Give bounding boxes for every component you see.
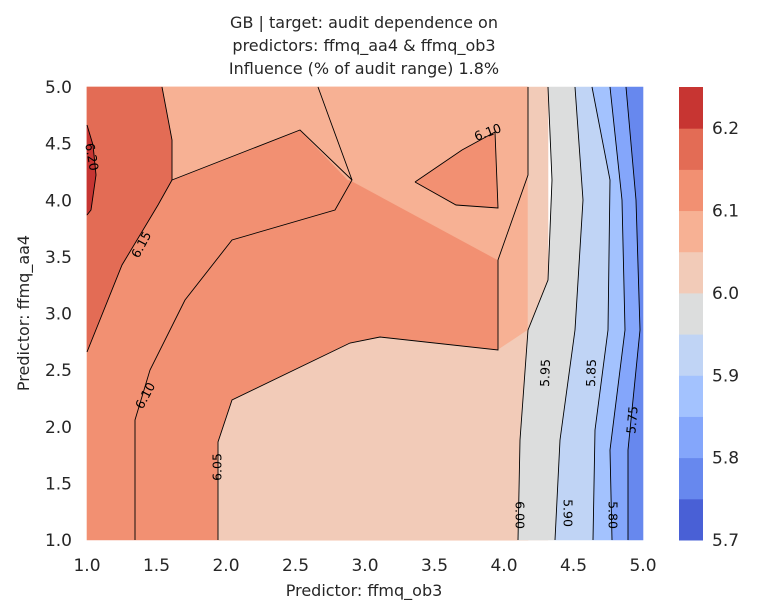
y-axis-ticks: 1.0 1.5 2.0 2.5 3.0 3.5 4.0 4.5 5.0 (45, 78, 72, 551)
contour-line-6.00 (517, 86, 553, 541)
colorbar-band (679, 416, 703, 459)
colorbar-band (679, 87, 703, 129)
colorbar (679, 87, 703, 541)
y-tick-label: 5.0 (45, 78, 72, 98)
x-axis-label: Predictor: ffmq_ob3 (286, 581, 443, 601)
y-axis-label: Predictor: ffmq_aa4 (14, 235, 34, 391)
colorbar-band (679, 375, 703, 417)
y-tick-label: 4.0 (45, 191, 72, 211)
colorbar-tick-label: 6.2 (712, 119, 739, 139)
contour-line-6.20 (86, 124, 97, 216)
x-tick-label: 4.5 (560, 556, 587, 576)
colorbar-band (679, 292, 703, 335)
x-tick-label: 3.0 (351, 556, 378, 576)
colorbar-tick-label: 5.9 (712, 366, 739, 386)
contour-label: 5.80 (606, 501, 621, 529)
title-line-2: predictors: ffmq_aa4 & ffmq_ob3 (232, 36, 495, 56)
colorbar-tick-label: 6.0 (712, 284, 739, 304)
x-tick-label: 2.5 (282, 556, 309, 576)
y-tick-label: 3.5 (45, 248, 72, 268)
contour-line-5.90 (591, 86, 611, 541)
colorbar-band (679, 169, 703, 212)
contour-label: 6.05 (210, 453, 225, 481)
colorbar-ticks: 5.7 5.8 5.9 6.0 6.1 6.2 (712, 119, 739, 551)
contour-line-6.10 (134, 129, 353, 540)
y-tick-label: 2.5 (45, 361, 72, 381)
y-tick-label: 1.5 (45, 474, 72, 494)
contour-label: 5.90 (561, 499, 576, 527)
x-tick-label: 4.0 (490, 556, 517, 576)
contour-label: 5.75 (623, 405, 640, 434)
contour-label: 5.85 (583, 359, 599, 387)
y-tick-label: 4.5 (45, 135, 72, 155)
chart-title: GB | target: audit dependence on predict… (229, 13, 499, 78)
contour-fill-bands (86, 86, 644, 541)
contour-label: 6.20 (82, 142, 102, 172)
y-tick-label: 3.0 (45, 305, 72, 325)
contour-line-5.85 (609, 86, 626, 541)
colorbar-band (679, 334, 703, 376)
x-tick-label: 5.0 (629, 556, 656, 576)
y-tick-label: 1.0 (45, 531, 72, 551)
colorbar-band (679, 210, 703, 253)
y-tick-label: 2.0 (45, 418, 72, 438)
x-tick-label: 1.5 (143, 556, 170, 576)
contour-line-6.05 (217, 87, 529, 540)
x-axis-ticks: 1.0 1.5 2.0 2.5 3.0 3.5 4.0 4.5 5.0 (73, 556, 656, 576)
colorbar-tick-label: 5.7 (712, 531, 739, 551)
contour-label: 6.00 (513, 501, 528, 529)
contour-line-6.15 (86, 86, 173, 353)
x-tick-label: 1.0 (73, 556, 100, 576)
x-tick-label: 3.5 (421, 556, 448, 576)
title-line-1: GB | target: audit dependence on (230, 13, 498, 32)
contour-line-5.80 (625, 86, 641, 540)
contour-line-6.10-island (414, 131, 499, 209)
colorbar-tick-label: 6.1 (712, 202, 739, 222)
colorbar-band (679, 128, 703, 170)
contour-line-6.10-top (317, 86, 353, 181)
contour-line-5.95 (554, 86, 584, 541)
colorbar-band (679, 498, 703, 541)
colorbar-tick-label: 5.8 (712, 449, 739, 469)
contour-lines (86, 86, 641, 541)
colorbar-band (679, 457, 703, 500)
title-line-3: Influence (% of audit range) 1.8% (229, 59, 499, 78)
colorbar-band (679, 251, 703, 294)
contour-label: 5.95 (537, 359, 553, 387)
x-tick-label: 2.0 (212, 556, 239, 576)
